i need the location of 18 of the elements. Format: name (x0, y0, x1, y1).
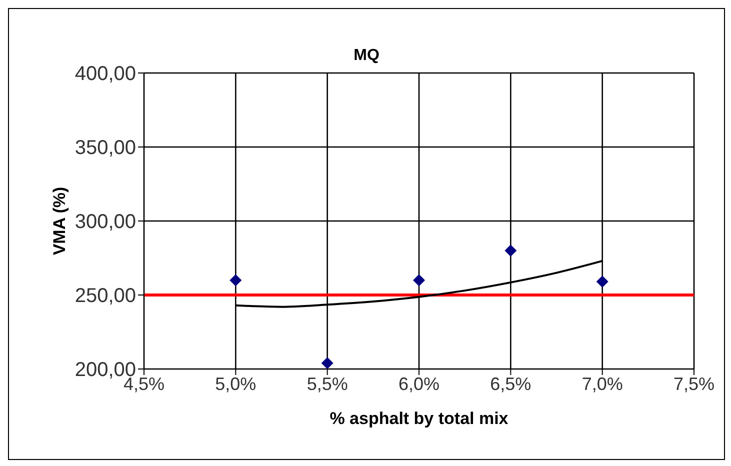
point (504, 244, 517, 257)
x-tick-label: 5,0% (215, 374, 256, 394)
y-axis-title: VMA (%) (50, 186, 70, 256)
y-tick-label: 250,00 (74, 285, 136, 308)
x-tick-label: 7,0% (582, 374, 623, 394)
point (413, 274, 425, 286)
point (321, 357, 334, 369)
x-axis-title: % asphalt by total mix (330, 409, 509, 428)
y-tick-label: 400,00 (74, 63, 136, 86)
x-tick-label: 6,5% (490, 374, 532, 394)
point (230, 274, 242, 286)
point (596, 276, 608, 288)
x-tick-label: 7,5% (673, 374, 715, 394)
chart-title: MQ (352, 47, 380, 65)
x-tick-label: 6,0% (398, 374, 440, 394)
y-tick-label: 300,00 (74, 211, 136, 234)
y-tick-label: 350,00 (74, 137, 136, 160)
x-tick-label: 5,5% (306, 374, 348, 394)
